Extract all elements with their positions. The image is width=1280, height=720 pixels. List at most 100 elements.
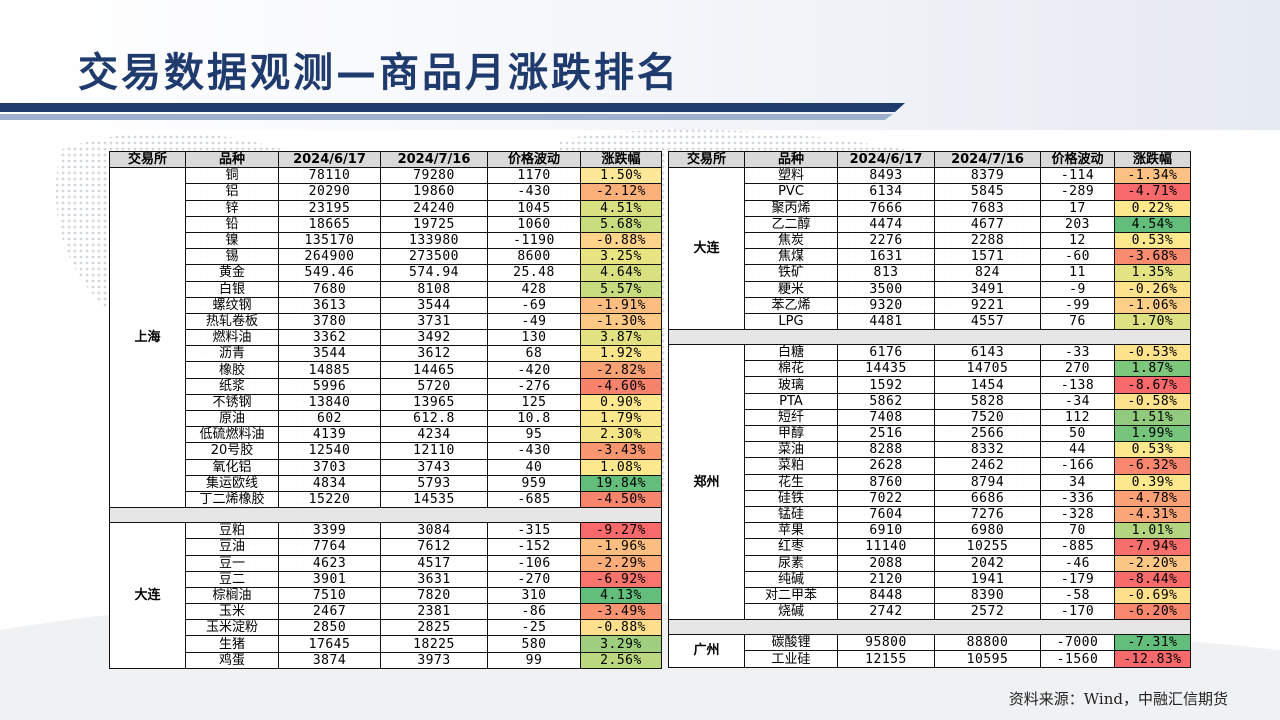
price-start-cell: 7510 bbox=[278, 586, 381, 605]
header-pct-change: 涨跌幅 bbox=[580, 150, 662, 169]
page-title: 交易数据观测—商品月涨跌排名 bbox=[78, 50, 680, 96]
variety-cell: 玉米 bbox=[185, 603, 279, 621]
table-row: 低硫燃料油 4139 4234 95 2.30% bbox=[110, 426, 662, 444]
price-change-cell: 50 bbox=[1040, 424, 1115, 443]
price-change-cell: -179 bbox=[1040, 570, 1115, 588]
price-change-cell: 34 bbox=[1040, 473, 1115, 491]
price-start-cell: 4474 bbox=[837, 215, 935, 233]
table-row: 橡胶 14885 14465 -420 -2.82% bbox=[110, 361, 662, 379]
pct-change-cell: 4.13% bbox=[580, 586, 662, 605]
price-end-cell: 2462 bbox=[934, 457, 1041, 475]
table-row: 鸡蛋 3874 3973 99 2.56% bbox=[110, 651, 662, 669]
variety-cell: LPG bbox=[744, 312, 838, 331]
variety-cell: 焦煤 bbox=[744, 248, 838, 266]
pct-change-cell: -1.96% bbox=[580, 538, 662, 556]
separator-cell bbox=[668, 329, 1191, 346]
price-change-cell: 112 bbox=[1040, 408, 1115, 427]
pct-change-cell: -6.32% bbox=[1114, 457, 1191, 475]
price-end-cell: 7612 bbox=[380, 538, 488, 556]
pct-change-cell: 3.29% bbox=[580, 635, 662, 653]
price-end-cell: 1571 bbox=[934, 248, 1041, 266]
price-end-cell: 8390 bbox=[934, 586, 1041, 605]
variety-cell: 镍 bbox=[185, 231, 279, 250]
price-change-cell: 428 bbox=[487, 280, 581, 298]
price-start-cell: 4139 bbox=[278, 426, 381, 444]
pct-change-cell: -4.71% bbox=[1114, 183, 1191, 201]
exchange-cell: 上海 bbox=[109, 167, 186, 509]
table-row: 大连 豆粕 3399 3084 -315 -9.27% bbox=[109, 522, 662, 669]
pct-change-cell: -0.58% bbox=[1114, 392, 1191, 410]
pct-change-cell: 0.53% bbox=[1114, 231, 1191, 250]
price-end-cell: 6143 bbox=[934, 344, 1041, 362]
price-end-cell: 5845 bbox=[934, 183, 1041, 201]
table-row: 丁二烯橡胶 15220 14535 -685 -4.50% bbox=[110, 490, 662, 509]
table-row: 工业硅 12155 10595 -1560 -12.83% bbox=[669, 650, 1191, 668]
price-change-cell: -885 bbox=[1040, 538, 1115, 556]
price-end-cell: 7683 bbox=[934, 199, 1041, 217]
price-start-cell: 8288 bbox=[837, 441, 935, 459]
price-change-cell: -336 bbox=[1040, 489, 1115, 507]
variety-cell: 碳酸锂 bbox=[744, 634, 838, 652]
price-start-cell: 12540 bbox=[278, 442, 381, 460]
price-change-cell: 11 bbox=[1040, 264, 1115, 282]
price-change-cell: -7000 bbox=[1040, 634, 1115, 652]
table-row: 甲醇 2516 2566 50 1.99% bbox=[669, 424, 1191, 443]
variety-cell: 短纤 bbox=[744, 408, 838, 427]
price-change-cell: 8600 bbox=[487, 248, 581, 266]
price-change-cell: -114 bbox=[1040, 167, 1115, 185]
header-price-change: 价格波动 bbox=[1040, 150, 1115, 169]
table-row: 焦炭 2276 2288 12 0.53% bbox=[669, 231, 1191, 250]
variety-cell: 玻璃 bbox=[744, 376, 838, 394]
price-start-cell: 2467 bbox=[278, 603, 381, 621]
variety-cell: 红枣 bbox=[744, 538, 838, 556]
price-start-cell: 3703 bbox=[278, 458, 381, 476]
table-row: 花生 8760 8794 34 0.39% bbox=[669, 473, 1191, 491]
price-change-cell: 130 bbox=[487, 329, 581, 347]
price-end-cell: 2566 bbox=[934, 424, 1041, 443]
variety-cell: 橡胶 bbox=[185, 361, 279, 379]
price-end-cell: 133980 bbox=[380, 231, 488, 250]
header-variety: 品种 bbox=[185, 150, 279, 169]
price-start-cell: 15220 bbox=[278, 490, 381, 509]
price-start-cell: 6176 bbox=[837, 344, 935, 362]
price-change-cell: 1060 bbox=[487, 215, 581, 233]
price-end-cell: 24240 bbox=[380, 199, 488, 217]
price-end-cell: 6980 bbox=[934, 522, 1041, 540]
table-row: 粳米 3500 3491 -9 -0.26% bbox=[669, 280, 1191, 298]
pct-change-cell: 0.39% bbox=[1114, 473, 1191, 491]
price-change-cell: -270 bbox=[487, 570, 581, 588]
separator-cell bbox=[109, 507, 662, 524]
price-start-cell: 4481 bbox=[837, 312, 935, 331]
header-pct-change: 涨跌幅 bbox=[1114, 150, 1191, 169]
variety-cell: 豆粕 bbox=[185, 522, 279, 540]
pct-change-cell: -3.49% bbox=[580, 603, 662, 621]
price-start-cell: 6134 bbox=[837, 183, 935, 201]
price-start-cell: 11140 bbox=[837, 538, 935, 556]
table-row: 棉花 14435 14705 270 1.87% bbox=[669, 360, 1191, 378]
variety-cell: 20号胶 bbox=[185, 442, 279, 460]
variety-cell: 烧碱 bbox=[744, 603, 838, 621]
variety-cell: 铅 bbox=[185, 215, 279, 233]
price-start-cell: 9320 bbox=[837, 296, 935, 314]
price-change-cell: -289 bbox=[1040, 183, 1115, 201]
price-start-cell: 7666 bbox=[837, 199, 935, 217]
price-end-cell: 3612 bbox=[380, 345, 488, 363]
price-change-cell: 1170 bbox=[487, 167, 581, 185]
price-change-cell: -34 bbox=[1040, 392, 1115, 410]
variety-cell: 乙二醇 bbox=[744, 215, 838, 233]
pct-change-cell: -1.91% bbox=[580, 296, 662, 314]
table-row: 集运欧线 4834 5793 959 19.84% bbox=[110, 474, 662, 492]
price-end-cell: 3544 bbox=[380, 296, 488, 314]
price-start-cell: 3362 bbox=[278, 329, 381, 347]
price-end-cell: 2825 bbox=[380, 619, 488, 637]
price-start-cell: 2276 bbox=[837, 231, 935, 250]
group-separator bbox=[109, 507, 662, 524]
price-end-cell: 6686 bbox=[934, 489, 1041, 507]
price-end-cell: 10595 bbox=[934, 650, 1041, 668]
price-start-cell: 8760 bbox=[837, 473, 935, 491]
price-end-cell: 5828 bbox=[934, 392, 1041, 410]
header-banner bbox=[0, 0, 1280, 130]
price-change-cell: -276 bbox=[487, 377, 581, 395]
pct-change-cell: 1.01% bbox=[1114, 522, 1191, 540]
table-row: PTA 5862 5828 -34 -0.58% bbox=[669, 392, 1191, 410]
